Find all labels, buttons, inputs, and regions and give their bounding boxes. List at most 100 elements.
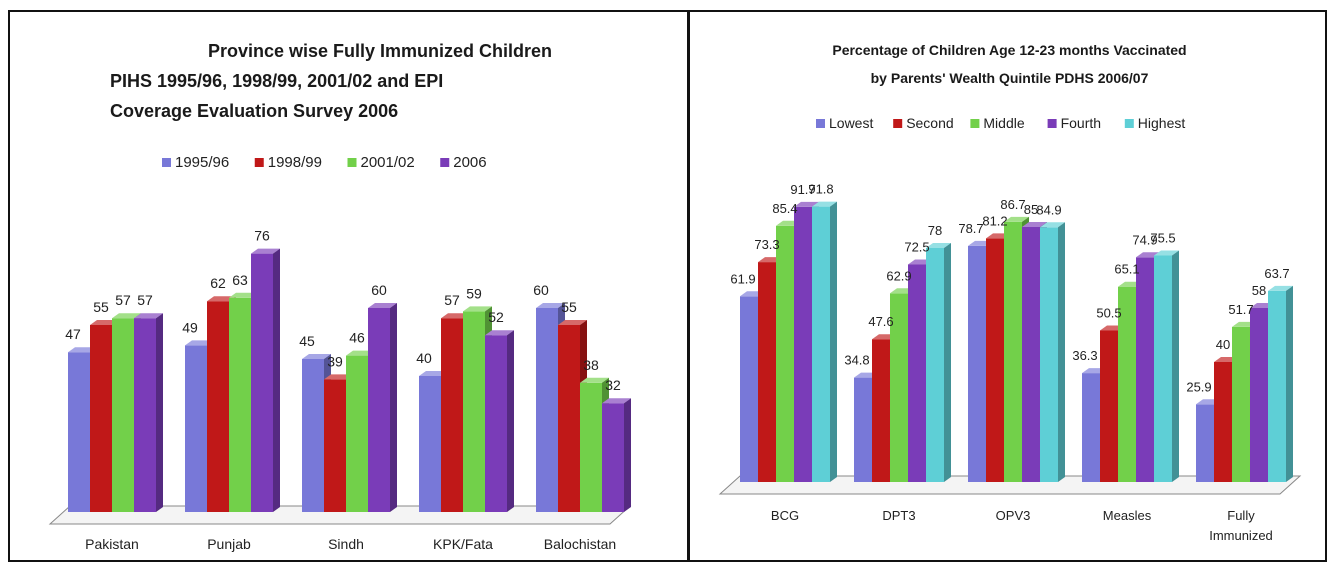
bar xyxy=(986,238,1004,482)
bar-top xyxy=(324,374,353,380)
data-labels: 61.9 73.3 85.4 91.791.8 34.8 47.6 62.9 72.5 78 78… xyxy=(730,182,1289,395)
bar-top xyxy=(1022,222,1047,227)
bar xyxy=(908,264,926,482)
data-label: 45 xyxy=(299,333,315,349)
data-label: 36.3 xyxy=(1072,348,1097,363)
data-label: 46 xyxy=(349,330,365,346)
legend-label: Second xyxy=(906,115,953,131)
bar-top xyxy=(1004,216,1029,222)
category-label: Fully xyxy=(1227,508,1255,523)
category-label: Punjab xyxy=(207,536,251,552)
bar xyxy=(812,206,830,482)
bar xyxy=(926,248,944,482)
data-label: 85.4 xyxy=(772,201,797,216)
category-label: OPV3 xyxy=(996,508,1031,523)
data-label: 74.9 xyxy=(1132,232,1157,247)
bar xyxy=(968,245,986,482)
bar-top xyxy=(302,354,331,359)
bar xyxy=(1268,290,1286,482)
bar-side xyxy=(273,248,280,512)
data-label: 57 xyxy=(137,292,153,308)
bar-top xyxy=(1154,250,1179,256)
category-label: Pakistan xyxy=(85,536,139,552)
bar xyxy=(854,377,872,482)
right-chart-panel: Percentage of Children Age 12-23 months … xyxy=(688,10,1327,562)
bar-top xyxy=(134,313,163,319)
category-ticks: Pakistan Punjab Sindh KPK/Fata Balochistan xyxy=(85,536,616,552)
bar xyxy=(229,297,251,512)
bar-top xyxy=(812,201,837,207)
legend-label: 1995/96 xyxy=(175,154,229,171)
data-label: 62.9 xyxy=(886,268,911,283)
data-label: 55 xyxy=(93,299,109,315)
bar xyxy=(602,403,624,512)
data-label: 58 xyxy=(1252,283,1266,298)
bar xyxy=(758,262,776,482)
bar xyxy=(68,352,90,512)
data-label: 34.8 xyxy=(844,353,869,368)
legend-label: 1998/99 xyxy=(268,154,322,171)
left-title-line-2: PIHS 1995/96, 1998/99, 2001/02 and EPI xyxy=(110,71,444,91)
bar xyxy=(1196,404,1214,482)
right-chart-title: Percentage of Children Age 12-23 months … xyxy=(690,36,1329,92)
data-label: 25.9 xyxy=(1186,379,1211,394)
data-label: 75.5 xyxy=(1150,231,1175,246)
bar xyxy=(485,335,507,512)
data-label: 60 xyxy=(371,282,387,298)
data-label: 38 xyxy=(583,357,599,373)
data-label: 52 xyxy=(488,309,504,325)
category-label: Measles xyxy=(1103,508,1152,523)
bar-top xyxy=(207,296,236,302)
category-label: KPK/Fata xyxy=(433,536,493,552)
category-label: BCG xyxy=(771,508,799,523)
bar xyxy=(207,301,229,512)
bar xyxy=(890,293,908,482)
bar-top xyxy=(926,243,951,248)
bar-top xyxy=(602,398,631,404)
data-label: 61.9 xyxy=(730,271,755,286)
legend: Lowest Second Middle Fourth Highest xyxy=(816,115,1185,131)
data-label: 60 xyxy=(533,282,549,298)
bar-side xyxy=(156,313,163,512)
bar-top xyxy=(90,320,119,325)
bar-top xyxy=(536,303,565,308)
bars xyxy=(68,248,631,512)
legend: 1995/96 1998/99 2001/02 2006 xyxy=(162,154,487,171)
data-label: 47.6 xyxy=(868,314,893,329)
bar-top xyxy=(185,340,214,346)
legend-swatch xyxy=(970,119,980,128)
bar xyxy=(302,359,324,512)
bar xyxy=(1214,362,1232,482)
bar-side xyxy=(1286,285,1293,482)
bar xyxy=(558,325,580,512)
bar xyxy=(1082,373,1100,482)
data-label: 40 xyxy=(416,350,432,366)
category-label: Immunized xyxy=(1209,528,1273,543)
bar xyxy=(419,376,441,512)
bar xyxy=(463,311,485,512)
bar xyxy=(185,345,207,512)
bar xyxy=(1154,255,1172,482)
bar-side xyxy=(944,243,951,482)
bar xyxy=(251,253,273,512)
left-title-line-3: Coverage Evaluation Survey 2006 xyxy=(110,101,399,121)
data-label: 55 xyxy=(561,299,577,315)
data-label: 72.5 xyxy=(904,240,929,255)
data-label: 62 xyxy=(210,275,226,291)
legend-label: Lowest xyxy=(829,115,873,131)
legend-label: 2006 xyxy=(453,154,486,171)
bar xyxy=(90,325,112,512)
bar xyxy=(872,339,890,482)
data-label: 40 xyxy=(1216,337,1230,352)
data-labels: 47 55 57 57 49 62 63 76 45 39 46 60 40 57 59 52 60 55 38 32 xyxy=(65,228,621,394)
bar xyxy=(1022,227,1040,482)
category-label: DPT3 xyxy=(882,508,915,523)
bar xyxy=(536,308,558,512)
legend-label: Middle xyxy=(983,115,1024,131)
legend-swatch xyxy=(816,119,825,128)
bar-top xyxy=(368,303,397,308)
bar-top xyxy=(580,377,609,383)
bar xyxy=(1232,326,1250,482)
data-label: 81.2 xyxy=(982,213,1007,228)
bar-top xyxy=(794,201,819,207)
